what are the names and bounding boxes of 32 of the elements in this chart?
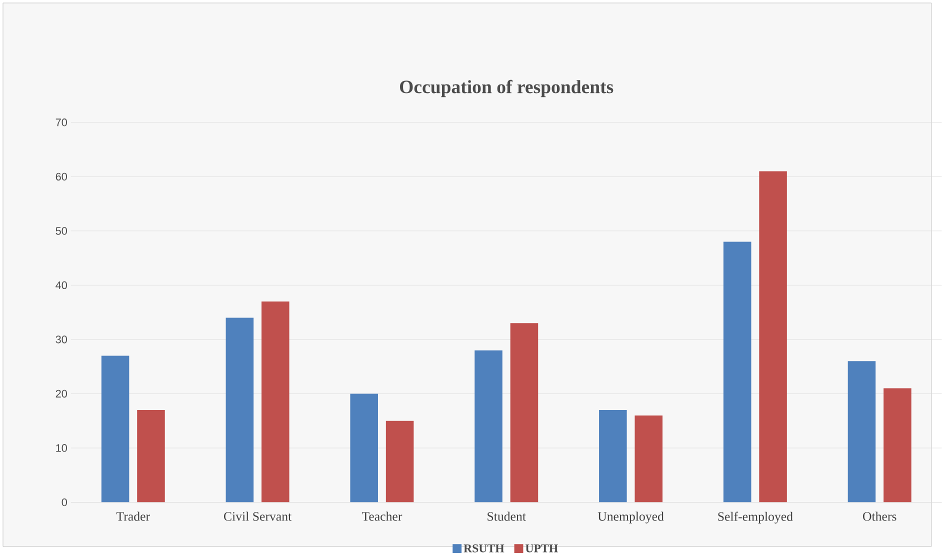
y-tick-label: 0 xyxy=(62,498,67,506)
y-tick-label: 60 xyxy=(56,172,67,181)
bar xyxy=(226,318,254,502)
bar xyxy=(759,171,787,502)
bar xyxy=(599,410,627,502)
bar xyxy=(137,410,165,502)
x-tick-label: Self-employed xyxy=(718,512,793,524)
bar xyxy=(262,302,290,502)
bar xyxy=(723,242,752,502)
x-tick-label: Student xyxy=(488,512,526,521)
chart-title: Occupation of respondents xyxy=(400,80,614,98)
y-tick-label: 10 xyxy=(56,444,67,452)
legend-label: UPTH xyxy=(525,544,558,552)
bar xyxy=(634,416,663,502)
bar xyxy=(884,388,912,502)
y-tick-label: 30 xyxy=(56,336,67,344)
x-tick-label: Teacher xyxy=(362,512,402,521)
y-tick-label: 50 xyxy=(56,227,67,235)
bar xyxy=(474,350,502,502)
x-tick-label: Others xyxy=(863,512,896,521)
bar xyxy=(350,394,378,502)
bar xyxy=(510,323,538,502)
bar xyxy=(386,421,414,502)
bar xyxy=(848,361,876,502)
x-tick-label: Civil Servant xyxy=(224,512,292,521)
x-tick-label: Unemployed xyxy=(598,512,664,524)
bar xyxy=(101,356,130,502)
x-tick-label: Trader xyxy=(116,512,150,521)
legend-label: RSUTH xyxy=(464,544,504,553)
y-tick-label: 70 xyxy=(56,118,67,126)
y-tick-label: 40 xyxy=(56,281,67,290)
y-tick-label: 20 xyxy=(56,390,67,398)
